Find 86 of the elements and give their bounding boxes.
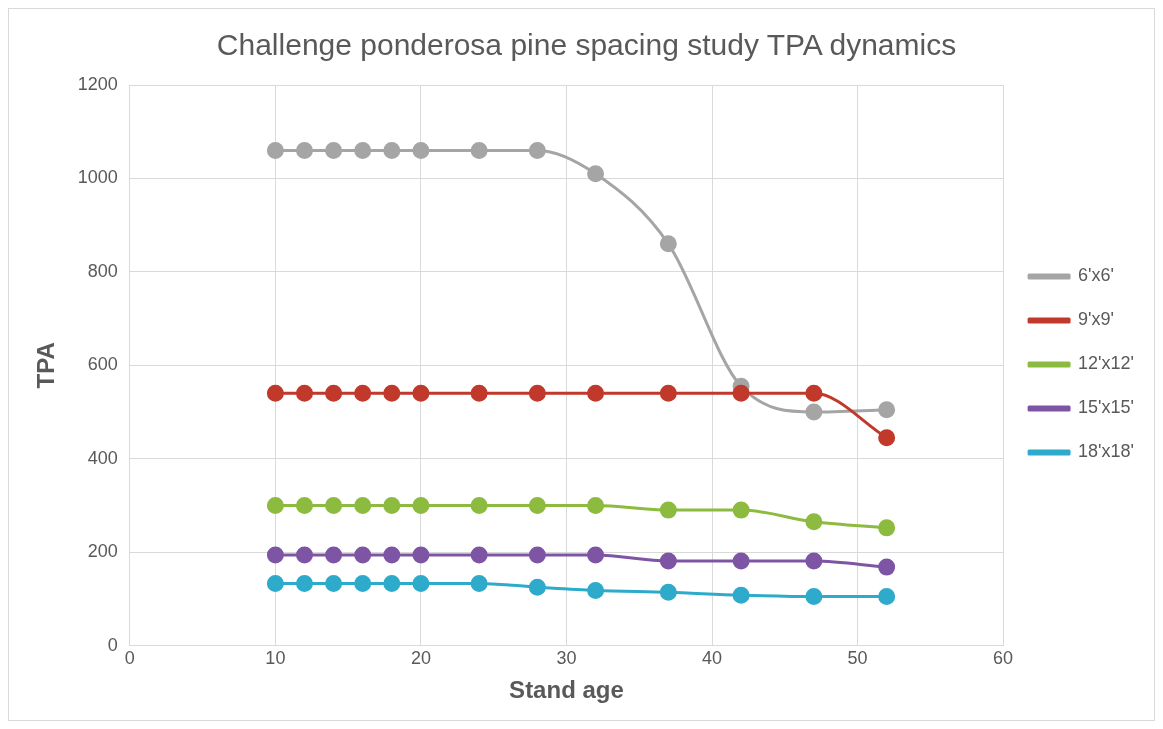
- x-tick-label: 0: [124, 648, 135, 669]
- x-tick-label: 40: [701, 648, 723, 669]
- point: [266, 546, 284, 564]
- point: [732, 552, 750, 570]
- point: [805, 403, 823, 421]
- y-tick-label: 0: [107, 634, 118, 655]
- point: [295, 384, 313, 402]
- legend-label: 15'x15': [1078, 397, 1135, 418]
- legend-label: 12'x12': [1078, 353, 1135, 374]
- y-tick-label: 800: [87, 260, 118, 281]
- point: [659, 235, 677, 253]
- point: [325, 546, 343, 564]
- point: [732, 384, 750, 402]
- point: [659, 501, 677, 519]
- point: [354, 574, 372, 592]
- point: [266, 384, 284, 402]
- point: [528, 141, 546, 159]
- point: [805, 552, 823, 570]
- point: [412, 141, 430, 159]
- point: [470, 546, 488, 564]
- point: [470, 574, 488, 592]
- x-tick-label: 50: [847, 648, 868, 669]
- point: [412, 496, 430, 514]
- y-tick-label: 1200: [77, 73, 118, 94]
- point: [587, 384, 605, 402]
- point: [587, 581, 605, 599]
- point: [383, 574, 401, 592]
- point: [412, 384, 430, 402]
- y-tick-label: 1000: [77, 167, 118, 188]
- point: [470, 496, 488, 514]
- legend-label: 18'x18': [1078, 441, 1135, 462]
- x-tick-label: 10: [265, 648, 286, 669]
- point: [354, 141, 372, 159]
- point: [354, 546, 372, 564]
- point: [470, 384, 488, 402]
- point: [878, 401, 896, 419]
- y-axis-title: TPA: [32, 342, 60, 389]
- point: [528, 546, 546, 564]
- point: [325, 384, 343, 402]
- point: [659, 583, 677, 601]
- point: [412, 546, 430, 564]
- point: [354, 496, 372, 514]
- point: [878, 588, 896, 606]
- point: [805, 588, 823, 606]
- point: [295, 574, 313, 592]
- point: [383, 546, 401, 564]
- point: [383, 496, 401, 514]
- point: [805, 384, 823, 402]
- point: [732, 501, 750, 519]
- x-tick-label: 30: [556, 648, 577, 669]
- point: [528, 496, 546, 514]
- point: [412, 574, 430, 592]
- point: [732, 586, 750, 604]
- point: [587, 165, 605, 183]
- point: [528, 578, 546, 596]
- point: [470, 141, 488, 159]
- point: [295, 496, 313, 514]
- point: [325, 141, 343, 159]
- point: [266, 496, 284, 514]
- point: [528, 384, 546, 402]
- point: [878, 429, 896, 447]
- point: [587, 496, 605, 514]
- point: [325, 574, 343, 592]
- point: [878, 558, 896, 576]
- point: [659, 552, 677, 570]
- point: [659, 384, 677, 402]
- x-tick-label: 60: [993, 648, 1014, 669]
- x-tick-label: 20: [410, 648, 431, 669]
- point: [325, 496, 343, 514]
- y-tick-label: 600: [87, 354, 118, 375]
- point: [805, 513, 823, 531]
- legend-label: 9'x9': [1078, 309, 1114, 330]
- point: [383, 141, 401, 159]
- point: [878, 519, 896, 537]
- x-axis-title: Stand age: [509, 676, 624, 704]
- point: [266, 574, 284, 592]
- point: [383, 384, 401, 402]
- point: [266, 141, 284, 159]
- y-tick-label: 400: [87, 447, 118, 468]
- chart-title: Challenge ponderosa pine spacing study TPA dynamics: [216, 28, 957, 62]
- point: [354, 384, 372, 402]
- legend-label: 6'x6': [1078, 265, 1114, 286]
- point: [295, 546, 313, 564]
- point: [295, 141, 313, 159]
- point: [587, 546, 605, 564]
- y-tick-label: 200: [87, 541, 118, 562]
